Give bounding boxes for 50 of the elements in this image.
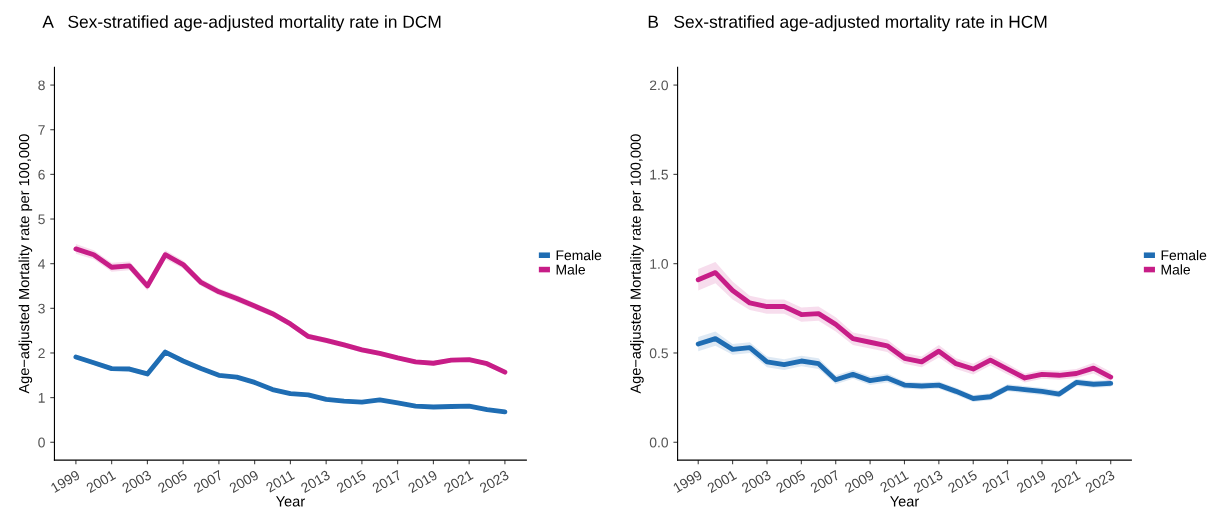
y-tick-label: 4	[38, 259, 46, 269]
x-tick-label: 2007	[192, 469, 224, 494]
chart-title: A Sex-stratified age-adjusted mortality rate in DCM	[42, 15, 441, 32]
x-tick-label: 2015	[947, 469, 978, 494]
x-tick-label: 2017	[371, 469, 403, 494]
y-axis-title: Age−adjusted Mortality rate per 100,000	[630, 134, 644, 394]
x-tick-label: 2013	[300, 469, 331, 494]
x-tick-label: 2019	[407, 469, 438, 494]
x-tick-label: 2021	[1050, 469, 1081, 494]
chart-title: B Sex-stratified age-adjusted mortality rate in HCM	[648, 15, 1047, 32]
y-tick-label: 2.0	[649, 80, 669, 91]
x-tick-label: 2017	[981, 469, 1013, 494]
y-tick-label: 1.0	[650, 259, 669, 269]
legend-label: Male	[1161, 264, 1190, 275]
x-tick-label: 1999	[50, 469, 81, 493]
y-tick-label: 6	[38, 169, 45, 180]
y-axis-title: Age−adjusted Mortality rate per 100,000	[18, 134, 33, 394]
x-tick-label: 2021	[443, 469, 474, 494]
y-tick-label: 2	[38, 348, 45, 358]
x-tick-label: 2009	[228, 469, 260, 494]
x-tick-label: 2001	[706, 469, 738, 494]
legend-label: Female	[1161, 250, 1207, 261]
x-axis-title: Year	[890, 496, 919, 507]
legend-label: Male	[556, 264, 585, 275]
x-tick-label: 2005	[157, 469, 188, 494]
y-tick-label: 0	[38, 437, 45, 448]
x-tick-label: 2007	[809, 469, 841, 494]
y-tick-label: 1	[38, 393, 45, 403]
y-tick-label: 3	[38, 303, 45, 314]
y-tick-label: 8	[38, 80, 45, 91]
x-tick-label: 2019	[1016, 469, 1047, 494]
y-tick-label: 1.5	[650, 169, 668, 180]
x-axis-title: Year	[275, 496, 305, 507]
x-tick-label: 2013	[912, 469, 944, 494]
x-tick-label: 2015	[335, 469, 367, 494]
x-tick-label: 2001	[85, 469, 117, 494]
x-tick-label: 2011	[265, 469, 295, 493]
legend-label: Female	[556, 250, 602, 261]
x-tick-label: 2023	[1084, 469, 1116, 494]
x-tick-label: 2005	[775, 469, 806, 494]
x-tick-label: 2023	[478, 469, 510, 494]
y-tick-label: 5	[38, 214, 45, 225]
x-tick-label: 1999	[672, 469, 703, 493]
x-tick-label: 2003	[741, 469, 772, 494]
x-tick-label: 2011	[879, 469, 909, 493]
y-tick-label: 0.0	[649, 437, 669, 448]
y-tick-label: 0.5	[649, 348, 668, 359]
y-tick-label: 7	[38, 125, 45, 135]
x-tick-label: 2003	[121, 469, 152, 494]
x-tick-label: 2009	[844, 469, 875, 494]
